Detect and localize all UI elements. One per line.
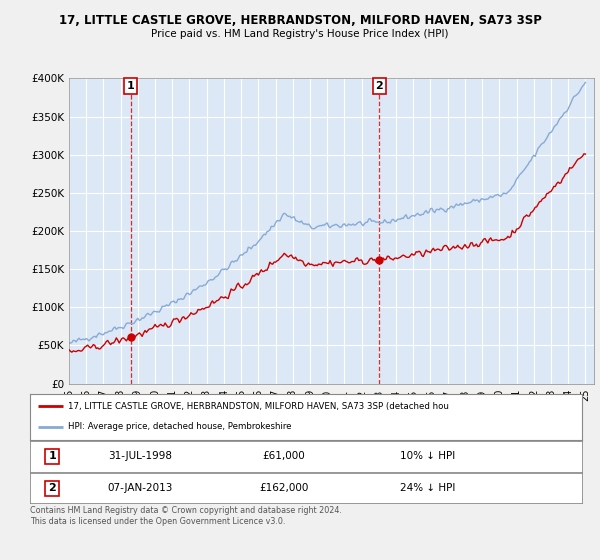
Text: Price paid vs. HM Land Registry's House Price Index (HPI): Price paid vs. HM Land Registry's House … bbox=[151, 29, 449, 39]
Text: 2: 2 bbox=[376, 81, 383, 91]
Text: 2: 2 bbox=[48, 483, 56, 493]
Text: 31-JUL-1998: 31-JUL-1998 bbox=[109, 451, 172, 461]
Text: 07-JAN-2013: 07-JAN-2013 bbox=[108, 483, 173, 493]
Text: 1: 1 bbox=[127, 81, 134, 91]
Text: 17, LITTLE CASTLE GROVE, HERBRANDSTON, MILFORD HAVEN, SA73 3SP: 17, LITTLE CASTLE GROVE, HERBRANDSTON, M… bbox=[59, 14, 541, 27]
Text: HPI: Average price, detached house, Pembrokeshire: HPI: Average price, detached house, Pemb… bbox=[68, 422, 291, 431]
Text: £61,000: £61,000 bbox=[263, 451, 305, 461]
Text: Contains HM Land Registry data © Crown copyright and database right 2024.
This d: Contains HM Land Registry data © Crown c… bbox=[30, 506, 342, 526]
Text: 24% ↓ HPI: 24% ↓ HPI bbox=[400, 483, 455, 493]
Text: £162,000: £162,000 bbox=[259, 483, 308, 493]
Text: 1: 1 bbox=[48, 451, 56, 461]
Text: 10% ↓ HPI: 10% ↓ HPI bbox=[400, 451, 455, 461]
Text: 17, LITTLE CASTLE GROVE, HERBRANDSTON, MILFORD HAVEN, SA73 3SP (detached hou: 17, LITTLE CASTLE GROVE, HERBRANDSTON, M… bbox=[68, 402, 448, 410]
